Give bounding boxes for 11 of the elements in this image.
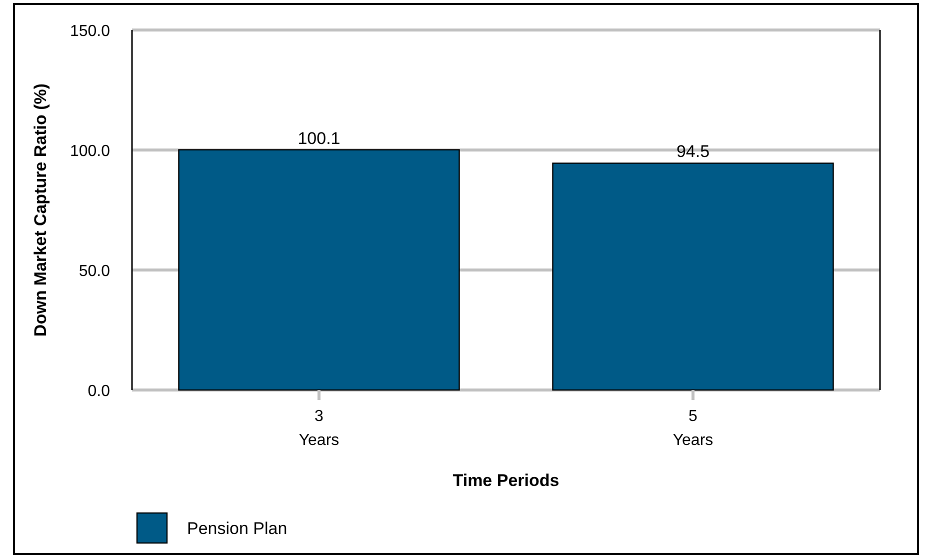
y-tick-label: 0.0 [88,383,110,400]
y-tick-label: 50.0 [78,263,110,280]
x-tick-label: 3 Years [298,408,340,449]
legend-label: Pension Plan [187,519,288,538]
y-tick-label: 150.0 [70,23,110,40]
y-axis-title: Down Market Capture Ratio (%) [31,83,50,337]
x-tick-label: 5 Years [672,408,714,449]
x-axis-title: Time Periods [452,471,560,490]
y-tick-label: 100.0 [70,143,110,160]
data-label: 94.5 [676,142,710,162]
data-label: 100.1 [298,128,340,148]
